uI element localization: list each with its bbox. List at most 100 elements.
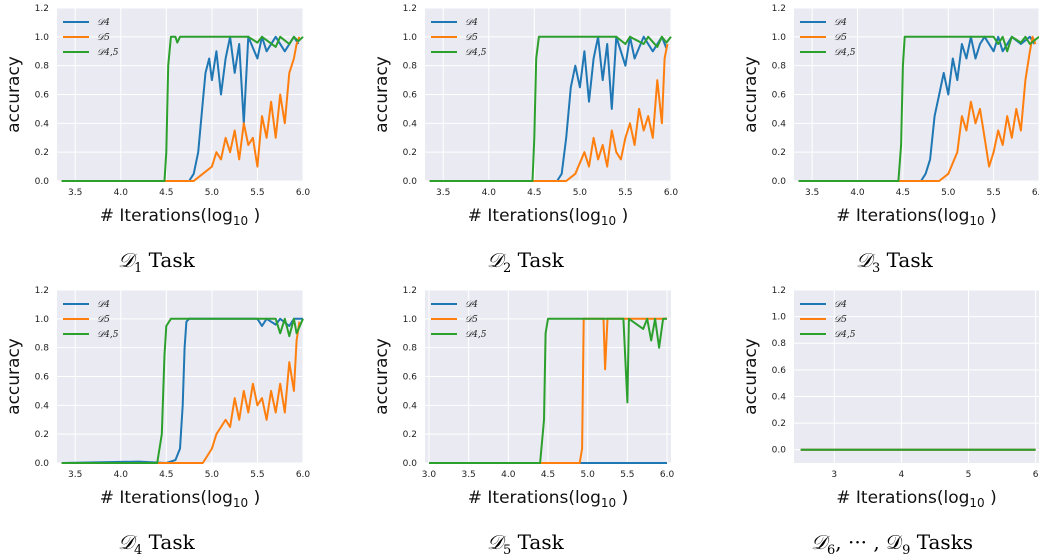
x-tick-label: 3 bbox=[831, 470, 837, 480]
x-tick-label: 5.0 bbox=[205, 470, 220, 480]
x-tick-label: 6 bbox=[1033, 470, 1039, 480]
x-tick-label: 3.5 bbox=[68, 470, 82, 480]
legend-label: 𝒟4 bbox=[97, 300, 110, 310]
x-tick-label: 5 bbox=[966, 470, 972, 480]
y-tick-label: 0.4 bbox=[35, 119, 50, 129]
x-tick-label: 6.0 bbox=[664, 188, 679, 198]
y-axis-label: accuracy bbox=[741, 56, 761, 133]
legend-label: 𝒟4 bbox=[834, 18, 847, 28]
caption-4: 𝒟4 Task bbox=[118, 530, 195, 558]
chart-panel-2: 0.0 0.2 0.4 0.6 0.8 1.0 1.2 3.5 4.0 4.5 5.0 5.5 6.0 𝒟… bbox=[372, 4, 678, 228]
x-tick-label: 5.0 bbox=[205, 188, 220, 198]
x-tick-label: 4.5 bbox=[159, 188, 173, 198]
x-tick-label: 3.5 bbox=[461, 470, 475, 480]
y-tick-label: 0.2 bbox=[772, 148, 786, 158]
chart-panel-3: 0.00.20.40.60.81.01.23.54.04.55.05.56.0𝒟… bbox=[741, 4, 1039, 228]
x-tick-label: 4.5 bbox=[896, 188, 910, 198]
legend-label: 𝒟4,5 bbox=[97, 48, 119, 58]
y-tick-label: 0.6 bbox=[772, 91, 787, 101]
y-tick-label: 1.0 bbox=[403, 33, 418, 43]
caption-5: 𝒟5 Task bbox=[487, 530, 564, 558]
legend-label: 𝒟5 bbox=[97, 315, 110, 325]
y-tick-label: 0.0 bbox=[403, 177, 418, 187]
x-tick-label: 4.0 bbox=[501, 470, 516, 480]
x-axis-label: # Iterations(log10 ) bbox=[836, 206, 997, 228]
x-tick-label: 5.0 bbox=[581, 470, 596, 480]
y-tick-label: 0.4 bbox=[35, 401, 50, 411]
y-tick-label: 0.6 bbox=[403, 91, 418, 101]
y-tick-label: 0.0 bbox=[35, 459, 50, 469]
x-tick-label: 4.5 bbox=[527, 188, 541, 198]
x-tick-label: 5.0 bbox=[573, 188, 588, 198]
y-tick-label: 0.8 bbox=[403, 62, 418, 72]
y-tick-label: 1.0 bbox=[35, 315, 50, 325]
y-axis-label: accuracy bbox=[4, 56, 24, 133]
x-tick-label: 3.5 bbox=[436, 188, 450, 198]
legend-label: 𝒟5 bbox=[97, 33, 110, 43]
x-tick-label: 4.0 bbox=[482, 188, 497, 198]
x-axis-label: # Iterations(log10 ) bbox=[100, 488, 261, 510]
y-tick-label: 1.0 bbox=[772, 33, 787, 43]
x-tick-label: 3.5 bbox=[805, 188, 819, 198]
x-tick-label: 5.5 bbox=[986, 188, 1000, 198]
plot-background bbox=[794, 290, 1039, 463]
y-tick-label: 0.2 bbox=[35, 430, 49, 440]
x-tick-label: 5.5 bbox=[250, 188, 264, 198]
y-tick-label: 0.2 bbox=[772, 419, 786, 429]
x-tick-label: 4.5 bbox=[541, 470, 555, 480]
y-axis-label: accuracy bbox=[4, 338, 24, 415]
legend-label: 𝒟4,5 bbox=[97, 330, 119, 340]
legend-label: 𝒟5 bbox=[465, 315, 478, 325]
y-axis-label: accuracy bbox=[372, 338, 392, 415]
legend-label: 𝒟4 bbox=[465, 300, 478, 310]
x-axis-label: # Iterations(log10 ) bbox=[468, 488, 629, 510]
y-tick-label: 0.8 bbox=[772, 62, 787, 72]
x-tick-label: 4.5 bbox=[159, 470, 173, 480]
legend-label: 𝒟4,5 bbox=[834, 48, 856, 58]
y-tick-label: 0.4 bbox=[772, 392, 787, 402]
x-tick-label: 3.0 bbox=[422, 470, 437, 480]
legend-label: 𝒟5 bbox=[465, 33, 478, 43]
x-axis-label: # Iterations(log10 ) bbox=[468, 206, 629, 228]
y-tick-label: 1.0 bbox=[35, 33, 50, 43]
y-tick-label: 0.6 bbox=[403, 373, 418, 383]
caption-1: 𝒟1 Task bbox=[118, 248, 195, 276]
y-tick-label: 0.8 bbox=[772, 339, 787, 349]
legend-label: 𝒟4,5 bbox=[834, 330, 856, 340]
y-tick-label: 1.2 bbox=[403, 286, 417, 296]
y-tick-label: 0.4 bbox=[403, 119, 418, 129]
x-axis-label: # Iterations(log10 ) bbox=[836, 488, 997, 510]
y-tick-label: 0.2 bbox=[35, 148, 49, 158]
y-axis-label: accuracy bbox=[741, 338, 761, 415]
y-tick-label: 0.0 bbox=[35, 177, 50, 187]
x-tick-label: 4.0 bbox=[114, 470, 129, 480]
y-tick-label: 1.0 bbox=[403, 315, 418, 325]
y-tick-label: 0.8 bbox=[35, 344, 50, 354]
y-tick-label: 1.2 bbox=[35, 4, 49, 14]
y-tick-label: 0.6 bbox=[772, 366, 787, 376]
y-tick-label: 0.6 bbox=[35, 91, 50, 101]
legend-label: 𝒟4 bbox=[465, 18, 478, 28]
y-tick-label: 0.8 bbox=[35, 62, 50, 72]
y-tick-label: 0.0 bbox=[772, 177, 787, 187]
y-tick-label: 0.2 bbox=[403, 430, 417, 440]
y-tick-label: 0.0 bbox=[772, 446, 787, 456]
y-tick-label: 1.2 bbox=[772, 286, 786, 296]
caption-2: 𝒟2 Task bbox=[487, 248, 564, 276]
x-tick-label: 5.0 bbox=[941, 188, 956, 198]
y-tick-label: 0.2 bbox=[403, 148, 417, 158]
x-tick-label: 5.5 bbox=[618, 188, 632, 198]
x-tick-label: 6.0 bbox=[660, 470, 675, 480]
x-tick-label: 6.0 bbox=[1032, 188, 1039, 198]
legend-label: 𝒟4,5 bbox=[465, 48, 487, 58]
y-tick-label: 0.4 bbox=[403, 401, 418, 411]
y-tick-label: 1.2 bbox=[403, 4, 417, 14]
x-tick-label: 6.0 bbox=[296, 470, 311, 480]
y-tick-label: 0.0 bbox=[403, 459, 418, 469]
y-axis-label: accuracy bbox=[372, 56, 392, 133]
